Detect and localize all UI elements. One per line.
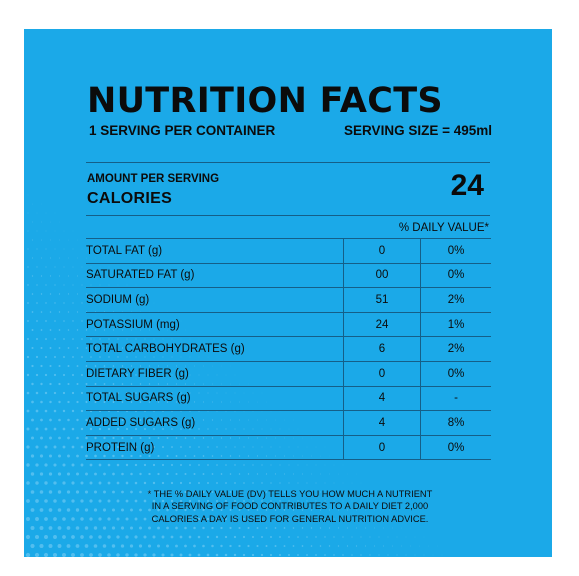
nutrient-amount: 00 — [343, 263, 421, 289]
nutrient-daily-value: 1% — [420, 312, 491, 338]
nutrient-amount: 0 — [343, 435, 421, 461]
nutrient-row: TOTAL CARBOHYDRATES (g) 6 2% — [86, 336, 491, 362]
nutrient-daily-value: 8% — [420, 410, 491, 436]
nutrient-row: TOTAL SUGARS (g) 4- — [86, 386, 491, 412]
daily-value-header: % DAILY VALUE* — [398, 222, 489, 234]
nutrient-amount: 4 — [343, 410, 421, 436]
nutrient-row: POTASSIUM (mg) 24 1% — [86, 312, 491, 338]
nutrient-daily-value: 0% — [420, 435, 491, 461]
calories-value: 24 — [450, 169, 484, 202]
nutrient-row: PROTEIN (g) 0 0% — [86, 435, 491, 461]
nutrient-row: ADDED SUGARS (g) 4 8% — [86, 410, 491, 436]
nutrient-name: SATURATED FAT (g) — [86, 263, 344, 289]
calories-label: CALORIES — [87, 190, 173, 207]
nutrient-row: DIETARY FIBER (g) 0 0% — [86, 361, 491, 387]
nutrient-row: SODIUM (g) 51 2% — [86, 287, 491, 313]
nutrient-table: TOTAL FAT (g) 0 0% SATURATED FAT (g) 00 0% SOD… — [86, 238, 491, 461]
nutrient-daily-value: - — [420, 386, 491, 412]
servings-per-container: 1 SERVING PER CONTAINER — [89, 123, 276, 138]
nutrient-daily-value: 0% — [420, 361, 491, 387]
daily-value-footnote: * THE % DAILY VALUE (DV) TELLS YOU HOW M… — [147, 489, 433, 524]
divider-calories — [86, 215, 490, 216]
nutrient-amount: 0 — [343, 361, 421, 387]
nutrient-name: SODIUM (g) — [86, 287, 344, 313]
divider-top — [86, 162, 490, 163]
nutrient-name: TOTAL FAT (g) — [86, 238, 344, 264]
nutrition-label-panel: NUTRITION FACTS 1 SERVING PER CONTAINER … — [24, 29, 552, 557]
nutrient-daily-value: 2% — [420, 287, 491, 313]
nutrient-daily-value: 2% — [420, 336, 491, 362]
nutrient-name: PROTEIN (g) — [86, 435, 344, 461]
nutrient-amount: 51 — [343, 287, 421, 313]
nutrient-name: TOTAL SUGARS (g) — [86, 386, 344, 412]
label-title: NUTRITION FACTS — [87, 81, 443, 121]
nutrient-row: TOTAL FAT (g) 0 0% — [86, 238, 491, 264]
nutrient-name: ADDED SUGARS (g) — [86, 410, 344, 436]
amount-per-serving-label: AMOUNT PER SERVING — [87, 173, 220, 185]
nutrient-amount: 24 — [343, 312, 421, 338]
nutrient-name: TOTAL CARBOHYDRATES (g) — [86, 336, 344, 362]
nutrient-amount: 6 — [343, 336, 421, 362]
nutrient-row: SATURATED FAT (g) 00 0% — [86, 263, 491, 289]
serving-size: SERVING SIZE = 495ml — [344, 123, 492, 138]
nutrient-daily-value: 0% — [420, 263, 491, 289]
nutrient-amount: 4 — [343, 386, 421, 412]
nutrient-name: DIETARY FIBER (g) — [86, 361, 344, 387]
nutrient-daily-value: 0% — [420, 238, 491, 264]
nutrient-name: POTASSIUM (mg) — [86, 312, 344, 338]
nutrient-rows: TOTAL FAT (g) 0 0% SATURATED FAT (g) 00 0% SOD… — [86, 238, 491, 461]
nutrient-amount: 0 — [343, 238, 421, 264]
